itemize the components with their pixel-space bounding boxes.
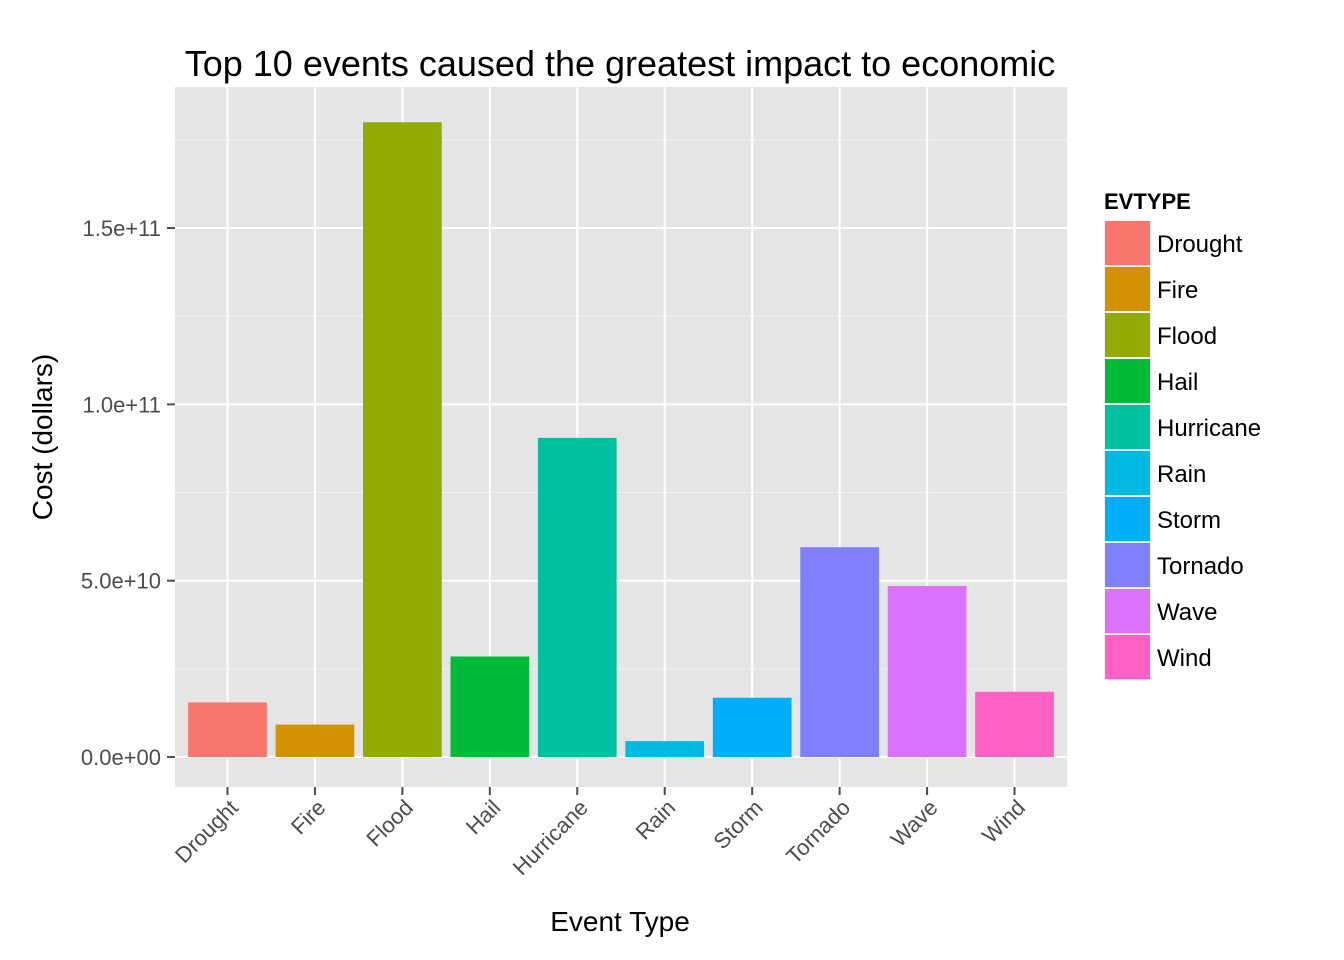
legend-swatch-wave <box>1105 589 1150 633</box>
legend-swatch-storm <box>1105 497 1150 541</box>
x-tick-label: Hurricane <box>508 795 593 880</box>
y-tick-label: 1.0e+11 <box>82 392 161 417</box>
legend-swatch-wind <box>1105 635 1150 679</box>
y-axis: 0.0e+00 5.0e+10 1.0e+11 1.5e+11 <box>81 216 175 770</box>
bar-hail <box>450 656 530 758</box>
legend-label: Fire <box>1157 277 1198 304</box>
legend-label: Storm <box>1157 507 1221 534</box>
x-tick-label: Wave <box>886 795 943 852</box>
legend-swatch-flood <box>1105 313 1150 357</box>
x-tick-label: Drought <box>170 795 243 868</box>
legend-label: Hail <box>1157 369 1198 396</box>
legend-swatch-hurricane <box>1105 405 1150 449</box>
bar-drought <box>188 702 267 758</box>
legend: EVTYPE Drought Fire Flood Hail Hurricane Rain… <box>1104 189 1261 680</box>
y-tick-label: 0.0e+00 <box>81 745 161 770</box>
x-tick-label: Hail <box>461 795 505 839</box>
legend-label: Hurricane <box>1157 415 1261 442</box>
legend-swatch-drought <box>1105 221 1150 265</box>
x-tick-label: Fire <box>286 795 330 839</box>
legend-label: Rain <box>1157 461 1206 488</box>
bar-wind <box>975 691 1054 758</box>
legend-label: Drought <box>1157 231 1243 258</box>
x-tick-label: Rain <box>631 795 681 845</box>
bar-tornado <box>800 547 879 758</box>
bar-fire <box>275 724 355 758</box>
chart-title: Top 10 events caused the greatest impact… <box>185 43 1056 84</box>
legend-label: Tornado <box>1157 553 1244 580</box>
legend-swatch-fire <box>1105 267 1150 311</box>
bar-wave <box>887 585 967 758</box>
legend-swatch-tornado <box>1105 543 1150 587</box>
x-tick-label: Storm <box>709 795 768 854</box>
y-tick-label: 5.0e+10 <box>81 569 161 594</box>
bars <box>188 122 1054 758</box>
x-axis-title: Event Type <box>550 906 690 937</box>
bar-rain <box>625 741 705 758</box>
legend-title: EVTYPE <box>1104 189 1191 214</box>
y-axis-title: Cost (dollars) <box>27 354 58 520</box>
x-tick-label: Flood <box>361 795 418 852</box>
legend-label: Flood <box>1157 323 1217 350</box>
bar-storm <box>712 697 792 758</box>
legend-swatch-hail <box>1105 359 1150 403</box>
legend-label: Wave <box>1157 599 1217 626</box>
legend-label: Wind <box>1157 645 1212 672</box>
bar-hurricane <box>537 437 617 758</box>
y-tick-label: 1.5e+11 <box>82 216 161 241</box>
x-tick-label: Tornado <box>781 795 855 869</box>
bar-flood <box>363 122 442 758</box>
x-axis: Drought Fire Flood Hail Hurricane Rain Storm To… <box>170 787 1030 880</box>
x-tick-label: Wind <box>977 795 1030 848</box>
legend-swatch-rain <box>1105 451 1150 495</box>
